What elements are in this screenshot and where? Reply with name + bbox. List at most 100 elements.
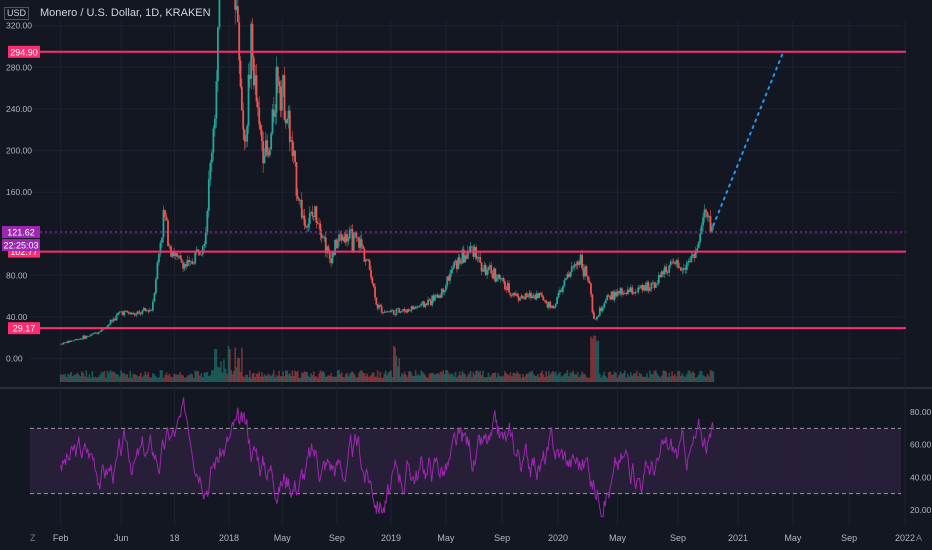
projection-line[interactable] bbox=[712, 50, 785, 227]
candle-body bbox=[319, 223, 322, 235]
candle-body bbox=[295, 162, 298, 197]
candle-body bbox=[364, 259, 367, 262]
candle-body bbox=[256, 101, 259, 108]
volume-bar bbox=[307, 375, 310, 382]
candle-body bbox=[549, 301, 552, 308]
candle-body bbox=[560, 290, 563, 292]
candle-body bbox=[259, 124, 262, 131]
candle-body bbox=[563, 280, 566, 286]
volume-bar bbox=[161, 370, 163, 382]
candle-body bbox=[165, 216, 168, 221]
volume-bar bbox=[658, 375, 660, 382]
candle-body bbox=[127, 312, 130, 314]
volume-bar bbox=[619, 371, 622, 382]
candle-body bbox=[294, 150, 297, 163]
volume-bar bbox=[530, 371, 532, 382]
volume-bar bbox=[696, 376, 698, 382]
candle-body bbox=[550, 305, 553, 308]
candle-body bbox=[697, 242, 700, 249]
candle-body bbox=[519, 298, 521, 301]
rsi-line[interactable] bbox=[60, 397, 714, 517]
volume-bar bbox=[153, 374, 156, 382]
candle-body bbox=[379, 304, 382, 307]
volume-bar bbox=[177, 374, 180, 382]
volume-bar bbox=[534, 375, 536, 382]
volume-bar bbox=[295, 371, 298, 382]
candle-body bbox=[509, 292, 512, 296]
candle-body bbox=[168, 245, 171, 247]
candle-body bbox=[310, 211, 313, 213]
volume-bar bbox=[111, 371, 113, 382]
candle-body bbox=[634, 291, 637, 294]
volume-bar bbox=[515, 373, 517, 382]
candle-body bbox=[114, 318, 116, 321]
candle-body bbox=[619, 288, 622, 294]
candle-body bbox=[395, 308, 398, 315]
candle-body bbox=[462, 249, 465, 263]
volume-bar bbox=[267, 373, 270, 382]
volume-bar bbox=[677, 370, 679, 382]
volume-bar bbox=[432, 373, 435, 382]
volume-bar bbox=[428, 373, 431, 382]
volume-bar bbox=[370, 375, 372, 382]
candle-body bbox=[106, 325, 109, 328]
auto-scale-toggle[interactable]: A bbox=[916, 533, 923, 543]
candle-body bbox=[247, 74, 250, 126]
time-tick-label: May bbox=[784, 533, 802, 543]
candle-body bbox=[406, 309, 409, 313]
candle-body bbox=[191, 261, 194, 264]
volume-bar bbox=[587, 377, 589, 382]
rsi-tick-label: 80.00 bbox=[910, 407, 932, 417]
candle-body bbox=[61, 343, 64, 345]
candle-body bbox=[405, 311, 407, 313]
volume-bar bbox=[635, 370, 638, 382]
volume-bar bbox=[73, 374, 76, 382]
volume-bar bbox=[304, 371, 307, 382]
candle-body bbox=[288, 110, 291, 142]
volume-bar bbox=[524, 375, 527, 382]
candle-body bbox=[266, 140, 269, 153]
candle-body bbox=[318, 223, 320, 225]
candle-body bbox=[629, 287, 632, 293]
volume-bar bbox=[498, 375, 501, 382]
volume-bar bbox=[383, 373, 386, 382]
volume-bar bbox=[395, 355, 398, 382]
volume-bar bbox=[103, 370, 106, 382]
time-tick-label: May bbox=[274, 533, 292, 543]
volume-bar bbox=[261, 372, 263, 382]
volume-bar bbox=[424, 375, 427, 382]
volume-bar bbox=[506, 374, 509, 382]
volume-bar bbox=[702, 375, 704, 382]
candle-body bbox=[186, 259, 189, 267]
volume-bar bbox=[594, 335, 597, 382]
candle-body bbox=[192, 263, 195, 265]
candle-body bbox=[484, 265, 487, 276]
candle-body bbox=[91, 334, 94, 335]
candle-body bbox=[206, 210, 209, 233]
candle-body bbox=[121, 311, 124, 316]
level-price-label: 102.77 bbox=[10, 247, 38, 257]
time-tick-label: 2022 bbox=[895, 533, 915, 543]
volume-bar bbox=[162, 377, 165, 382]
candle-body bbox=[142, 308, 145, 311]
candle-body bbox=[702, 217, 704, 226]
currency-badge[interactable]: USD bbox=[4, 7, 30, 20]
candle-body bbox=[117, 312, 119, 315]
volume-bar bbox=[180, 374, 183, 382]
price-tick-label: 40.00 bbox=[6, 312, 28, 322]
candle-body bbox=[547, 301, 550, 308]
candle-body bbox=[604, 300, 607, 304]
candle-body bbox=[600, 307, 603, 311]
timezone-toggle[interactable]: Z bbox=[30, 533, 36, 543]
candle-body bbox=[399, 311, 402, 313]
volume-bar bbox=[250, 377, 252, 382]
volume-bar bbox=[274, 377, 276, 382]
candle-body bbox=[300, 199, 303, 218]
volume-bar bbox=[476, 370, 479, 382]
candle-body bbox=[304, 225, 307, 228]
volume-bar bbox=[133, 374, 136, 382]
volume-bar bbox=[123, 373, 125, 382]
volume-bar bbox=[322, 370, 324, 382]
volume-bar bbox=[427, 377, 429, 382]
